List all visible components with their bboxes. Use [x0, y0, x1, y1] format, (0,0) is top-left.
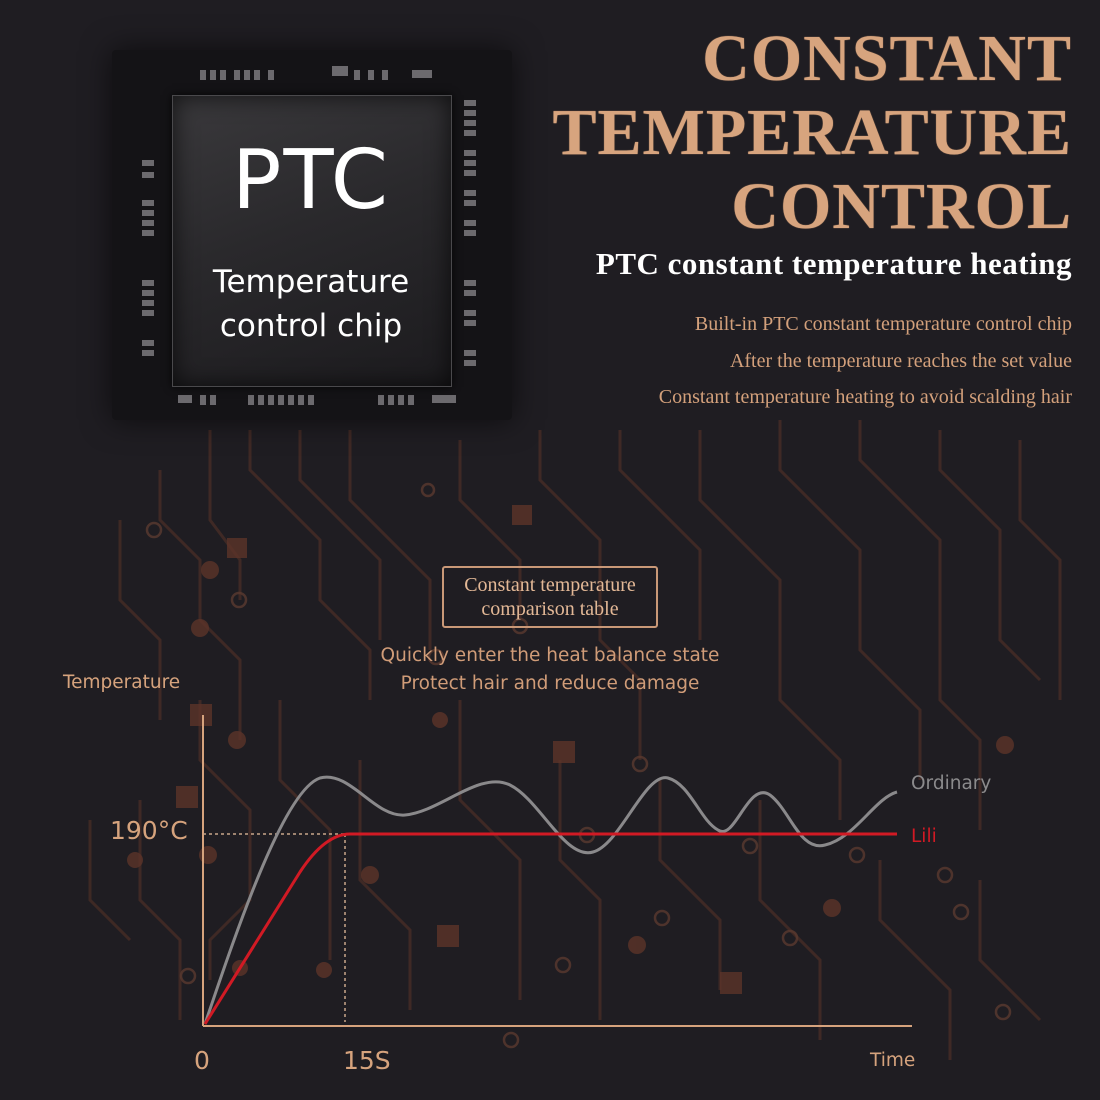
- feature-item-1: Built-in PTC constant temperature contro…: [694, 313, 1072, 335]
- feature-item-3: Constant temperature heating to avoid sc…: [658, 386, 1072, 408]
- feature-list: Built-in PTC constant temperature contro…: [452, 306, 1072, 416]
- x-tick-label-15: 15S: [343, 1046, 391, 1075]
- headline: CONSTANT TEMPERATURE CONTROL: [512, 22, 1072, 244]
- headline-line-3: CONTROL: [731, 170, 1072, 243]
- comparison-table-label: Constant temperature comparison table: [442, 566, 658, 628]
- chip-desc-line-1: Temperature: [212, 264, 410, 300]
- feature-item-2: After the temperature reaches the set va…: [729, 349, 1072, 372]
- headline-line-1: CONSTANT: [702, 22, 1072, 95]
- legend-ordinary: Ordinary: [911, 773, 992, 794]
- y-tick-label: 190°C: [110, 816, 188, 845]
- chip-pads: [142, 66, 476, 405]
- series-line-ordinary: [203, 775, 898, 1025]
- tagline: Quickly enter the heat balance state Pro…: [340, 642, 760, 698]
- comparison-label-line-1: Constant temperature: [464, 574, 636, 596]
- x-tick-label-0: 0: [194, 1046, 210, 1075]
- legend-lili: Lili: [911, 826, 937, 847]
- comparison-label-line-2: comparison table: [481, 598, 619, 620]
- series-line-lili: [203, 832, 897, 1025]
- tagline-line-2: Protect hair and reduce damage: [400, 673, 700, 694]
- chip-name: PTC: [232, 133, 390, 228]
- x-axis-label: Time: [870, 1050, 916, 1071]
- subtitle: PTC constant temperature heating: [595, 246, 1072, 281]
- chip-description: Temperature control chip: [172, 260, 450, 348]
- y-axis-label: Temperature: [63, 672, 181, 693]
- chip-core: [172, 95, 452, 387]
- headline-line-2: TEMPERATURE: [552, 96, 1072, 169]
- tagline-line-1: Quickly enter the heat balance state: [380, 645, 720, 666]
- chip-desc-line-2: control chip: [219, 308, 403, 344]
